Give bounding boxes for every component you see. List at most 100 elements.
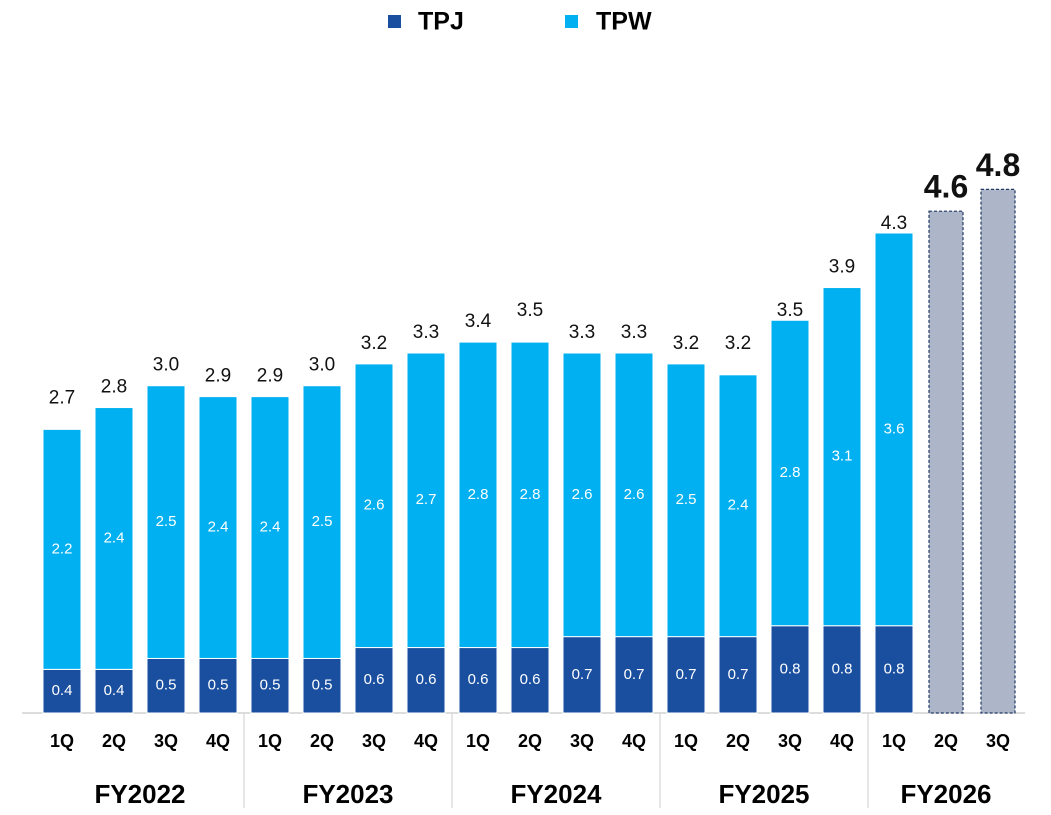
x-tick-label: 3Q [778, 731, 802, 751]
x-tick-label: 3Q [570, 731, 594, 751]
segment-label: 2.8 [468, 486, 489, 503]
group-label: FY2022 [94, 779, 185, 809]
total-label: 3.2 [673, 333, 699, 354]
x-tick-label: 4Q [414, 731, 438, 751]
segment-label: 2.6 [364, 497, 385, 514]
x-tick-label: 4Q [830, 731, 854, 751]
group-label: FY2026 [900, 779, 991, 809]
legend-label: TPW [596, 8, 652, 36]
bar-segment [198, 657, 238, 714]
total-label: 3.3 [621, 322, 647, 343]
total-label: 4.3 [881, 213, 907, 234]
segment-label: 0.6 [520, 671, 541, 688]
segment-label: 0.6 [416, 671, 437, 688]
bar-segment [42, 428, 82, 670]
bar-segment [562, 352, 602, 638]
bar-segment [770, 319, 810, 627]
segment-label: 2.6 [572, 486, 593, 503]
legend-swatch [565, 15, 578, 28]
total-label: 2.9 [205, 366, 231, 387]
bar-segment [458, 341, 498, 649]
bar-segment [822, 287, 862, 627]
total-label: 3.3 [569, 322, 595, 343]
segment-label: 0.5 [260, 677, 281, 694]
total-label: 2.9 [257, 366, 283, 387]
x-tick-label: 2Q [934, 731, 958, 751]
segment-label: 0.5 [156, 677, 177, 694]
forecast-bar [928, 210, 964, 714]
total-label: 4.8 [976, 147, 1020, 183]
x-tick-label: 1Q [466, 731, 490, 751]
bar-segment [666, 363, 706, 638]
bar-segment [614, 352, 654, 638]
bar-segment [718, 374, 758, 638]
segment-label: 0.8 [780, 660, 801, 677]
bar-segment [146, 657, 186, 714]
segment-label: 0.6 [364, 671, 385, 688]
bar-segment [874, 232, 914, 627]
total-label: 4.6 [924, 169, 968, 205]
x-tick-label: 3Q [362, 731, 386, 751]
bar-segment [250, 396, 290, 659]
forecast-bar [980, 188, 1016, 714]
legend-swatch [388, 15, 401, 28]
total-label: 2.7 [49, 387, 75, 408]
segment-label: 2.2 [52, 540, 73, 557]
total-label: 3.0 [309, 355, 335, 376]
total-label: 3.4 [465, 311, 492, 332]
bar-segment [94, 407, 134, 670]
bar-segment [406, 647, 446, 714]
segment-label: 0.8 [832, 660, 853, 677]
x-tick-label: 1Q [882, 731, 906, 751]
segment-label: 3.1 [832, 448, 853, 465]
group-label: FY2025 [718, 779, 809, 809]
x-tick-label: 1Q [50, 731, 74, 751]
bar-segment [874, 625, 914, 714]
segment-label: 0.8 [884, 660, 905, 677]
segment-label: 2.6 [624, 486, 645, 503]
x-tick-label: 2Q [310, 731, 334, 751]
x-tick-label: 1Q [674, 731, 698, 751]
bar-segment [510, 341, 550, 649]
bar-segment [354, 363, 394, 649]
x-tick-label: 2Q [102, 731, 126, 751]
segment-label: 0.5 [312, 677, 333, 694]
segment-label: 0.4 [52, 682, 73, 699]
segment-label: 0.7 [624, 666, 645, 683]
segment-label: 0.7 [728, 666, 749, 683]
segment-label: 2.8 [520, 486, 541, 503]
bar-segment [406, 352, 446, 649]
bar-segment [302, 657, 342, 714]
group-label: FY2023 [302, 779, 393, 809]
segment-label: 2.4 [728, 497, 749, 514]
group-label: FY2024 [510, 779, 602, 809]
segment-label: 2.8 [780, 464, 801, 481]
bar-segment [354, 647, 394, 714]
total-label: 3.2 [725, 333, 751, 354]
x-tick-label: 1Q [258, 731, 282, 751]
segment-label: 0.4 [104, 682, 125, 699]
segment-label: 0.7 [676, 666, 697, 683]
segment-label: 2.4 [208, 519, 229, 536]
total-label: 2.8 [101, 377, 127, 398]
segment-label: 2.4 [260, 519, 281, 536]
total-label: 3.0 [153, 355, 179, 376]
segment-label: 0.6 [468, 671, 489, 688]
bar-segment [302, 385, 342, 659]
segment-label: 2.5 [156, 513, 177, 530]
x-tick-label: 2Q [726, 731, 750, 751]
total-label: 3.5 [777, 300, 803, 321]
x-tick-label: 4Q [622, 731, 646, 751]
bar-segment [666, 636, 706, 714]
bar-segment [146, 385, 186, 659]
legend-label: TPJ [418, 8, 464, 36]
x-tick-label: 4Q [206, 731, 230, 751]
bar-segment [458, 647, 498, 714]
segment-label: 3.6 [884, 420, 905, 437]
total-label: 3.3 [413, 322, 439, 343]
bar-segment [42, 668, 82, 714]
x-tick-label: 2Q [518, 731, 542, 751]
bar-segment [250, 657, 290, 714]
x-tick-label: 3Q [986, 731, 1010, 751]
total-label: 3.9 [829, 257, 855, 278]
